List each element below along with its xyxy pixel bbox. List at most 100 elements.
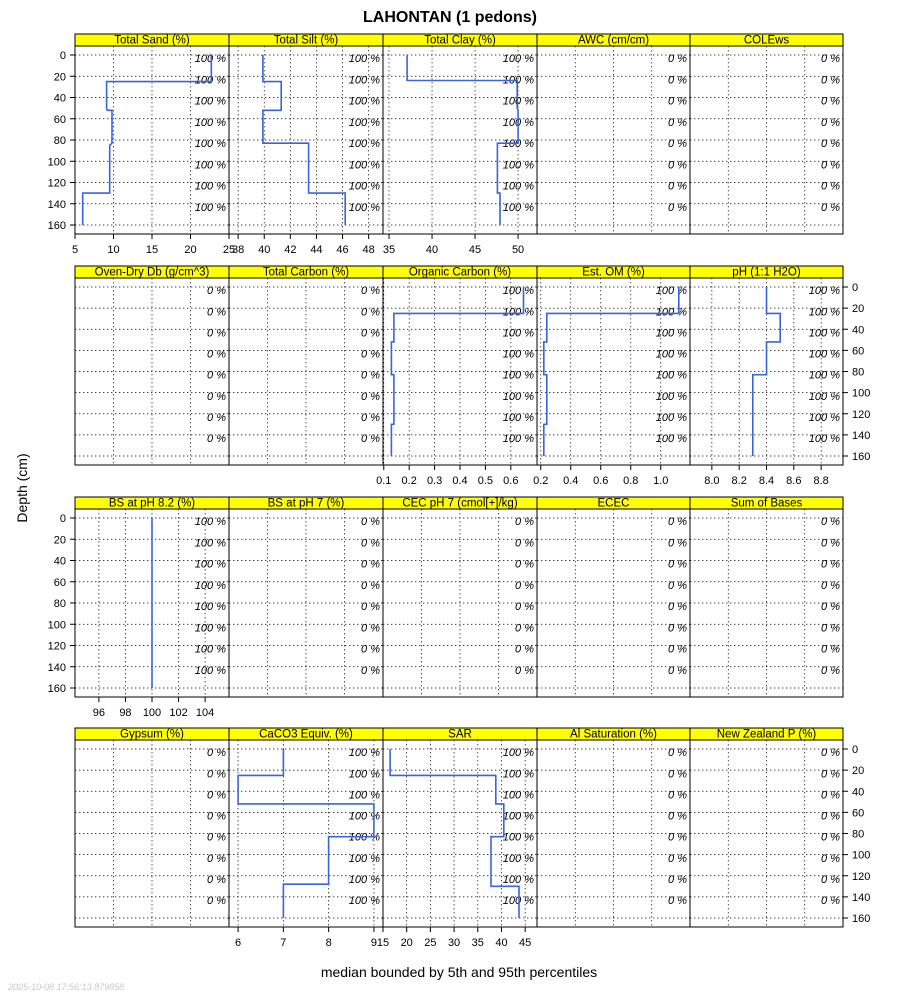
data-coverage-label: 100 %: [656, 433, 687, 445]
data-coverage-label: 0 %: [668, 580, 687, 592]
data-coverage-label: 100 %: [809, 306, 840, 318]
y-tick-label: 80: [852, 367, 864, 379]
data-coverage-label: 0 %: [668, 789, 687, 801]
data-coverage-label: 100 %: [503, 181, 534, 193]
data-coverage-label: 0 %: [207, 811, 226, 823]
panel: BS at pH 8.2 (%) 96 98 100 102 104 100 % 100 % 1…: [74, 496, 230, 719]
x-tick-label: 9: [371, 937, 377, 949]
x-tick-label: 0.5: [478, 475, 493, 487]
y-tick-label: 140: [852, 892, 870, 904]
median-line: [81, 55, 213, 225]
x-tick-label: 40: [495, 937, 507, 949]
panel: Oven-Dry Db (g/cm^3) 0 % 0 % 0 % 0 % 0 % 0 % 0 …: [74, 265, 230, 466]
data-coverage-label: 100 %: [195, 559, 226, 571]
data-coverage-label: 100 %: [503, 74, 534, 86]
data-coverage-label: 100 %: [349, 202, 380, 214]
figure-title: LAHONTAN (1 pedons): [363, 9, 537, 26]
panel-title: Total Clay (%): [424, 35, 496, 47]
data-coverage-label: 0 %: [515, 644, 534, 656]
data-coverage-label: 100 %: [809, 370, 840, 382]
x-tick-label: 8.4: [759, 475, 774, 487]
x-tick-label: 25: [223, 244, 235, 256]
panel-border: [689, 45, 844, 235]
median-line: [262, 55, 347, 225]
data-coverage-label: 100 %: [195, 181, 226, 193]
y-axis: 0 20 40 60 80 100 120 140 160: [843, 282, 870, 463]
panel: BS at pH 7 (%) 0 % 0 % 0 % 0 % 0 % 0 % 0 % 0 %: [228, 496, 384, 698]
data-coverage-label: 0 %: [361, 516, 380, 528]
x-tick-label: 15: [377, 937, 389, 949]
y-tick-label: 20: [54, 534, 66, 546]
data-coverage-label: 100 %: [195, 622, 226, 634]
x-tick-label: 45: [519, 937, 531, 949]
x-tick-label: 8.0: [704, 475, 719, 487]
data-coverage-label: 0 %: [361, 285, 380, 297]
data-coverage-label: 0 %: [668, 665, 687, 677]
data-coverage-label: 0 %: [821, 665, 840, 677]
y-tick-label: 80: [54, 598, 66, 610]
x-tick-label: 7: [280, 937, 286, 949]
timestamp: 2025-10-08 17:56:13.879858: [7, 982, 124, 992]
x-tick-label: 98: [119, 707, 131, 719]
data-coverage-label: 100 %: [503, 53, 534, 65]
data-coverage-label: 100 %: [503, 349, 534, 361]
data-coverage-label: 100 %: [809, 433, 840, 445]
data-coverage-label: 0 %: [361, 665, 380, 677]
x-tick-label: 10: [107, 244, 119, 256]
x-tick-label: 35: [472, 937, 484, 949]
data-coverage-label: 0 %: [821, 895, 840, 907]
data-coverage-label: 0 %: [207, 412, 226, 424]
y-tick-label: 0: [852, 744, 858, 756]
data-coverage-label: 0 %: [668, 811, 687, 823]
y-tick-label: 40: [54, 556, 66, 568]
panel-title: CEC pH 7 (cmol[+]/kg): [402, 498, 518, 510]
data-coverage-label: 0 %: [361, 644, 380, 656]
data-coverage-label: 0 %: [207, 853, 226, 865]
data-coverage-label: 0 %: [207, 874, 226, 886]
panel: Total Silt (%) 38 40 42 44 46 48 100 % 100 % 100 …: [228, 33, 384, 256]
data-coverage-label: 0 %: [361, 622, 380, 634]
panel: Sum of Bases 0 % 0 % 0 % 0 % 0 % 0 % 0 % 0 %: [689, 496, 844, 698]
panel: SAR 15 20 25 30 35 40 45 100 % 100 % 100 % 100 % 100…: [377, 727, 538, 949]
data-coverage-label: 0 %: [361, 559, 380, 571]
y-axis-label: Depth (cm): [14, 453, 30, 522]
y-tick-label: 120: [48, 641, 66, 653]
x-tick-label: 46: [336, 244, 348, 256]
x-tick-label: 0.8: [623, 475, 638, 487]
panel-title: New Zealand P (%): [717, 729, 817, 741]
data-coverage-label: 0 %: [207, 327, 226, 339]
data-coverage-label: 100 %: [503, 306, 534, 318]
median-line: [542, 287, 680, 456]
data-coverage-label: 0 %: [821, 622, 840, 634]
panel: AWC (cm/cm) 0 % 0 % 0 % 0 % 0 % 0 % 0 % 0 %: [536, 33, 691, 235]
data-coverage-label: 0 %: [361, 327, 380, 339]
data-coverage-label: 100 %: [503, 874, 534, 886]
data-coverage-label: 100 %: [809, 391, 840, 403]
data-coverage-label: 100 %: [656, 349, 687, 361]
y-tick-label: 120: [852, 409, 870, 421]
data-coverage-label: 0 %: [668, 559, 687, 571]
data-coverage-label: 100 %: [195, 516, 226, 528]
x-tick-label: 6: [235, 937, 241, 949]
median-line: [389, 749, 520, 918]
data-coverage-label: 0 %: [668, 874, 687, 886]
data-coverage-label: 100 %: [503, 159, 534, 171]
data-coverage-label: 0 %: [361, 433, 380, 445]
panel-title: Est. OM (%): [582, 267, 645, 279]
panel-title: COLEws: [744, 35, 790, 47]
data-coverage-label: 100 %: [195, 117, 226, 129]
data-coverage-label: 0 %: [821, 853, 840, 865]
y-tick-label: 160: [852, 913, 870, 925]
data-coverage-label: 0 %: [821, 516, 840, 528]
y-tick-label: 160: [852, 451, 870, 463]
panel-title: AWC (cm/cm): [578, 35, 649, 47]
y-tick-label: 120: [48, 178, 66, 190]
data-coverage-label: 0 %: [207, 789, 226, 801]
data-coverage-label: 0 %: [361, 306, 380, 318]
data-coverage-label: 0 %: [361, 391, 380, 403]
panel: Total Sand (%) 5 10 15 20 25 100 % 100 % 100 % 10…: [72, 33, 235, 256]
panel-title: ECEC: [598, 498, 630, 510]
data-coverage-label: 0 %: [821, 601, 840, 613]
data-coverage-label: 100 %: [349, 853, 380, 865]
